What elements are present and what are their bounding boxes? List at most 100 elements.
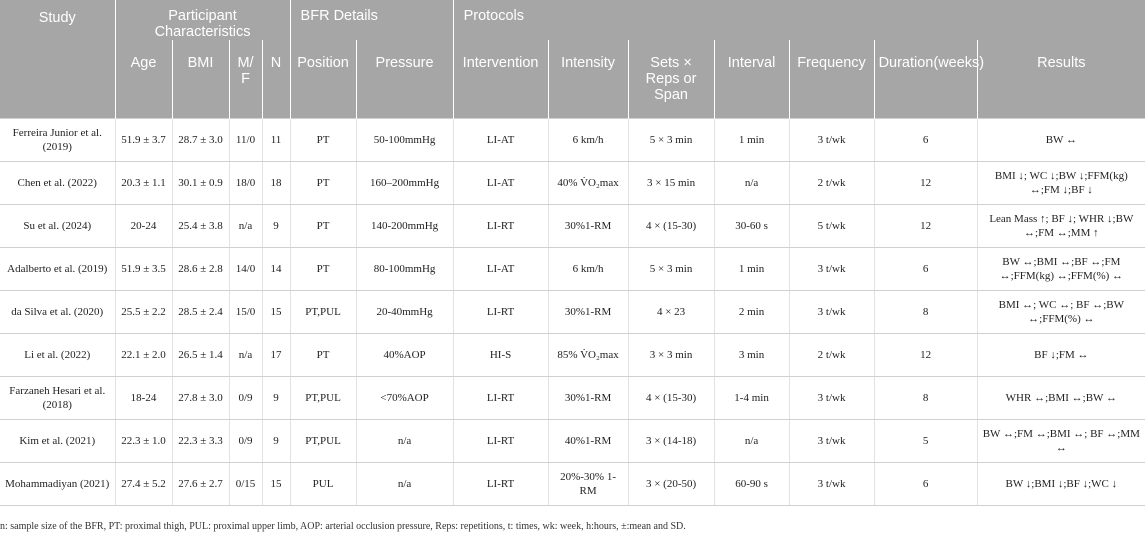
cell-duration: 12 — [874, 161, 978, 205]
cell-age: 20-24 — [115, 204, 173, 248]
cell-duration: 6 — [874, 462, 978, 506]
cell-sets: 3 × 3 min — [628, 333, 715, 377]
cell-mf: n/a — [229, 204, 263, 248]
table-row: Mohammadiyan (2021) 27.4 ± 5.2 27.6 ± 2.… — [0, 462, 1145, 506]
cell-results: BW ↔ — [977, 117, 1145, 162]
cell-frequency: 2 t/wk — [789, 333, 875, 377]
cell-interval: 30-60 s — [714, 204, 790, 248]
cell-age: 22.1 ± 2.0 — [115, 333, 173, 377]
cell-study: Kim et al. (2021) — [0, 419, 116, 463]
header-n: N — [262, 40, 291, 118]
cell-age: 22.3 ± 1.0 — [115, 419, 173, 463]
cell-intervention: LI-RT — [453, 462, 549, 506]
cell-study: da Silva et al. (2020) — [0, 290, 116, 334]
cell-sets: 3 × (14-18) — [628, 419, 715, 463]
cell-n: 18 — [262, 161, 291, 205]
header-participant-characteristics: Participant Characteristics — [115, 0, 291, 40]
cell-duration: 6 — [874, 117, 978, 162]
header-duration: Duration(weeks) — [874, 40, 984, 118]
table-row: Chen et al. (2022) 20.3 ± 1.1 30.1 ± 0.9… — [0, 161, 1145, 205]
cell-n: 9 — [262, 376, 291, 420]
header-study: Study — [0, 0, 116, 118]
cell-position: PT — [290, 117, 357, 162]
cell-bmi: 28.6 ± 2.8 — [172, 247, 230, 291]
cell-age: 20.3 ± 1.1 — [115, 161, 173, 205]
table-row: Kim et al. (2021) 22.3 ± 1.0 22.3 ± 3.3 … — [0, 419, 1145, 463]
cell-study: Adalberto et al. (2019) — [0, 247, 116, 291]
cell-frequency: 3 t/wk — [789, 290, 875, 334]
cell-sets: 4 × (15-30) — [628, 204, 715, 248]
cell-frequency: 3 t/wk — [789, 247, 875, 291]
header-bmi: BMI — [172, 40, 230, 118]
cell-results: BMI ↔; WC ↔; BF ↔;BW ↔;FFM(%) ↔ — [977, 290, 1145, 334]
cell-sets: 5 × 3 min — [628, 247, 715, 291]
cell-results: WHR ↔;BMI ↔;BW ↔ — [977, 376, 1145, 420]
cell-age: 27.4 ± 5.2 — [115, 462, 173, 506]
cell-pressure: 160–200mmHg — [356, 161, 454, 205]
cell-duration: 8 — [874, 376, 978, 420]
cell-bmi: 28.7 ± 3.0 — [172, 117, 230, 162]
cell-results: Lean Mass ↑; BF ↓; WHR ↓;BW ↔;FM ↔;MM ↑ — [977, 204, 1145, 248]
cell-results: BF ↓;FM ↔ — [977, 333, 1145, 377]
cell-frequency: 3 t/wk — [789, 419, 875, 463]
cell-n: 15 — [262, 462, 291, 506]
cell-age: 51.9 ± 3.5 — [115, 247, 173, 291]
cell-frequency: 3 t/wk — [789, 376, 875, 420]
cell-duration: 6 — [874, 247, 978, 291]
cell-results: BMI ↓; WC ↓;BW ↓;FFM(kg) ↔;FM ↓;BF ↓ — [977, 161, 1145, 205]
cell-bmi: 27.6 ± 2.7 — [172, 462, 230, 506]
cell-frequency: 5 t/wk — [789, 204, 875, 248]
cell-n: 17 — [262, 333, 291, 377]
cell-interval: 3 min — [714, 333, 790, 377]
cell-intensity: 40%1-RM — [548, 419, 629, 463]
header-group-row: Study Participant Characteristics BFR De… — [0, 0, 1145, 118]
header-protocols: Protocols — [453, 0, 1145, 40]
cell-position: PT,PUL — [290, 290, 357, 334]
cell-sets: 4 × (15-30) — [628, 376, 715, 420]
table-row: Adalberto et al. (2019) 51.9 ± 3.5 28.6 … — [0, 247, 1145, 291]
cell-bmi: 27.8 ± 3.0 — [172, 376, 230, 420]
header-interval: Interval — [714, 40, 790, 118]
header-pressure: Pressure — [356, 40, 454, 118]
header-results: Results — [977, 40, 1145, 118]
cell-study: Farzaneh Hesari et al. (2018) — [0, 376, 116, 420]
cell-intensity: 6 km/h — [548, 117, 629, 162]
cell-pressure: 140-200mmHg — [356, 204, 454, 248]
cell-intensity: 30%1-RM — [548, 290, 629, 334]
cell-mf: 0/9 — [229, 376, 263, 420]
cell-duration: 12 — [874, 204, 978, 248]
header-frequency: Frequency — [789, 40, 875, 118]
cell-age: 25.5 ± 2.2 — [115, 290, 173, 334]
cell-interval: 60-90 s — [714, 462, 790, 506]
cell-duration: 5 — [874, 419, 978, 463]
cell-bmi: 30.1 ± 0.9 — [172, 161, 230, 205]
cell-duration: 12 — [874, 333, 978, 377]
cell-n: 9 — [262, 419, 291, 463]
cell-n: 9 — [262, 204, 291, 248]
cell-sets: 4 × 23 — [628, 290, 715, 334]
cell-mf: 14/0 — [229, 247, 263, 291]
cell-n: 11 — [262, 117, 291, 162]
cell-study: Ferreira Junior et al. (2019) — [0, 117, 116, 162]
cell-mf: 18/0 — [229, 161, 263, 205]
cell-position: PT — [290, 333, 357, 377]
table-row: Su et al. (2024) 20-24 25.4 ± 3.8 n/a 9 … — [0, 204, 1145, 248]
cell-interval: 2 min — [714, 290, 790, 334]
cell-results: BW ↔;BMI ↔;BF ↔;FM ↔;FFM(kg) ↔;FFM(%) ↔ — [977, 247, 1145, 291]
cell-intervention: LI-AT — [453, 247, 549, 291]
cell-sets: 3 × (20-50) — [628, 462, 715, 506]
cell-interval: n/a — [714, 419, 790, 463]
cell-position: PT — [290, 204, 357, 248]
cell-intervention: LI-AT — [453, 161, 549, 205]
cell-mf: n/a — [229, 333, 263, 377]
cell-bmi: 26.5 ± 1.4 — [172, 333, 230, 377]
header-age: Age — [115, 40, 173, 118]
table-row: da Silva et al. (2020) 25.5 ± 2.2 28.5 ±… — [0, 290, 1145, 334]
cell-intervention: LI-RT — [453, 204, 549, 248]
cell-mf: 15/0 — [229, 290, 263, 334]
header-sets-reps: Sets × Reps or Span — [628, 40, 715, 118]
header-position: Position — [290, 40, 357, 118]
cell-intensity: 6 km/h — [548, 247, 629, 291]
cell-study: Mohammadiyan (2021) — [0, 462, 116, 506]
cell-sets: 3 × 15 min — [628, 161, 715, 205]
